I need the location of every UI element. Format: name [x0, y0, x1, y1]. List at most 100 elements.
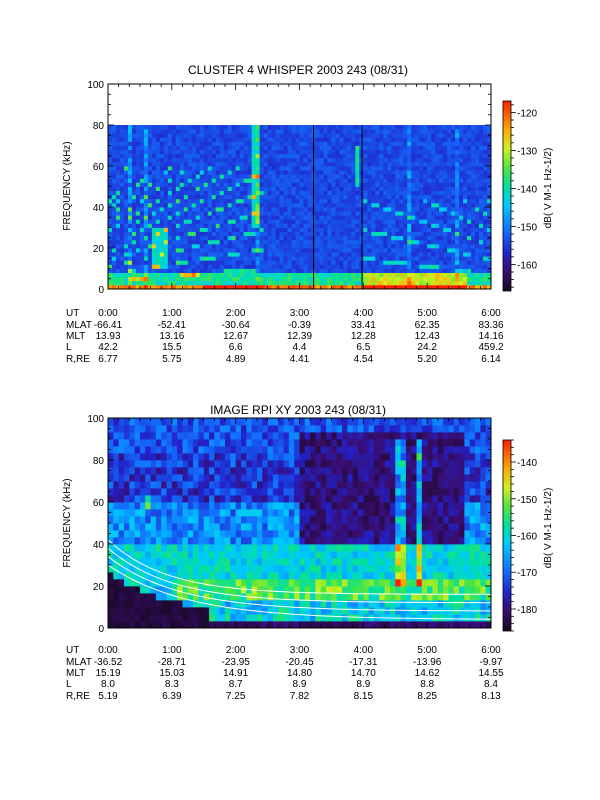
spectrogram-cell [108, 202, 113, 208]
spectrogram-cell [451, 248, 456, 253]
spectrogram-cell [367, 198, 372, 204]
spectrogram-cell [319, 256, 324, 261]
spectrogram-cell [262, 425, 268, 433]
spectrogram-cell [435, 219, 440, 224]
spectrogram-cell [475, 149, 480, 155]
spectrogram-cell [235, 272, 241, 278]
spectrogram-cell [479, 166, 484, 171]
spectrogram-cell [225, 572, 231, 580]
spectrogram-cell [415, 145, 420, 150]
spectrogram-cell [383, 223, 388, 228]
spectrogram-cell [139, 600, 146, 608]
spectrogram-cell [262, 516, 268, 524]
spectrogram-cell [391, 231, 396, 237]
spectrogram-cell [371, 268, 376, 273]
spectrogram-cell [239, 223, 245, 228]
spectrogram-cell [259, 190, 264, 196]
spectrogram-cell [209, 481, 215, 489]
spectrogram-cell [367, 219, 372, 224]
spectrogram-cell [271, 268, 276, 273]
spectrogram-cell [267, 439, 274, 447]
spectrogram-cell [239, 129, 245, 134]
spectrogram-cell [171, 268, 177, 273]
spectrogram-cell [319, 260, 324, 265]
spectrogram-cell [175, 178, 181, 183]
spectrogram-cell [108, 141, 113, 146]
spectrogram-cell [155, 280, 161, 286]
spectrogram-cell [443, 231, 448, 237]
spectrogram-cell [127, 276, 133, 282]
spectrogram-cell [331, 207, 336, 212]
spectrogram-cell [187, 593, 194, 601]
spectrogram-cell [111, 248, 117, 253]
spectrogram-cell [235, 133, 241, 138]
spectrogram-cell [455, 129, 460, 134]
spectrogram-cell [275, 186, 280, 191]
spectrogram-cell [471, 268, 476, 273]
spectrogram-cell [108, 157, 113, 163]
spectrogram-cell [235, 565, 242, 573]
spectrogram-cell [115, 211, 121, 216]
spectrogram-cell [327, 198, 332, 204]
spectrogram-cell [131, 190, 137, 196]
spectrogram-cell [161, 453, 167, 461]
spectrogram-cell [259, 243, 264, 249]
spectrogram-cell [113, 593, 120, 601]
spectrogram-cell [295, 239, 300, 245]
spectrogram-cell [327, 276, 332, 282]
spectrogram-cell [287, 272, 292, 278]
spectrogram-cell [399, 157, 404, 163]
spectrogram-cell [451, 260, 456, 265]
spectrogram-cell [262, 600, 268, 608]
spectrogram-cell [235, 145, 241, 150]
spectrogram-cell [355, 227, 360, 232]
spectrogram-cell [447, 256, 452, 261]
spectrogram-cell [115, 243, 121, 249]
spectrogram-cell [423, 248, 428, 253]
spectrogram-cell [411, 133, 416, 138]
spectrogram-cell [175, 170, 181, 175]
spectrogram-cell [143, 125, 149, 130]
spectrogram-cell [383, 198, 388, 204]
spectrogram-cell [251, 439, 258, 447]
spectrogram-cell [379, 260, 384, 265]
spectrogram-cell [399, 235, 404, 241]
spectrogram-cell [195, 239, 201, 245]
spectrogram-cell [287, 178, 292, 183]
spectrogram-cell [187, 243, 193, 249]
spectrogram-cell [395, 248, 400, 253]
spectrogram-cell [256, 495, 263, 503]
spectrogram-cell [275, 194, 280, 200]
spectrogram-cell [427, 125, 432, 130]
spectrogram-cell [151, 161, 157, 167]
spectrogram-cell [435, 239, 440, 245]
spectrogram-cell [283, 227, 288, 232]
spectrogram-cell [295, 243, 300, 249]
spectrogram-cell [209, 572, 215, 580]
spectrogram-cell [171, 276, 177, 282]
spectrogram-cell [135, 227, 141, 232]
spectrogram-cell [315, 223, 320, 228]
spectrogram-cell [163, 174, 169, 179]
spectrogram-cell [235, 509, 242, 517]
spectrogram-cell [251, 280, 257, 286]
spectrogram-cell [177, 516, 183, 524]
spectrogram-cell [155, 227, 161, 232]
spectrogram-cell [267, 453, 274, 461]
spectrogram-cell [299, 284, 304, 290]
spectrogram-cell [339, 170, 344, 175]
spectrogram-cell [463, 194, 468, 200]
spectrogram-cell [235, 248, 241, 253]
spectrogram-cell [119, 276, 125, 282]
spectrogram-cell [391, 190, 396, 196]
spectrogram-cell [431, 161, 436, 167]
spectrogram-cell [435, 190, 440, 196]
spectrogram-cell [479, 280, 484, 286]
spectrogram-cell [283, 149, 288, 155]
spectrogram-cell [299, 161, 304, 167]
spectrogram-cell [171, 174, 177, 179]
spectrogram-cell [231, 178, 237, 183]
spectrogram-cell [267, 243, 272, 249]
spectrogram-cell [159, 276, 165, 282]
spectrogram-cell [443, 145, 448, 150]
